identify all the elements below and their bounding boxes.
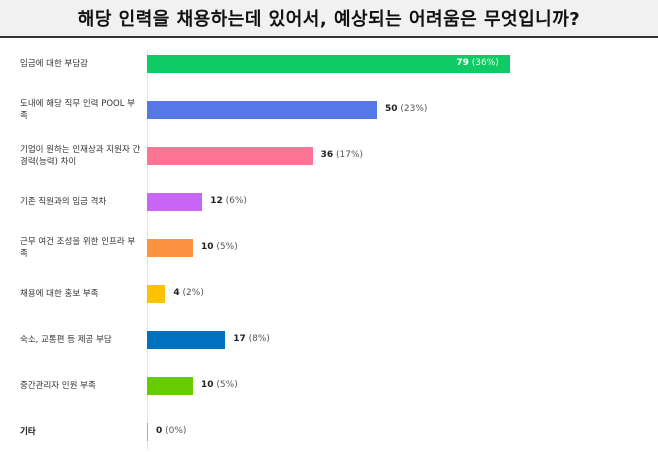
category-label: 채용에 대한 홍보 부족: [20, 289, 99, 299]
bar-row: 기타 0 (0%): [0, 412, 658, 452]
category-label: 임금에 대한 부담감: [20, 59, 88, 69]
value-label: 12 (6%): [210, 196, 247, 206]
category-label: 중간관리자 인원 부족: [20, 381, 96, 391]
value-count: 12: [210, 196, 223, 206]
value-count: 0: [156, 426, 163, 436]
category-label: 기존 직원과의 임금 격차: [20, 197, 107, 207]
value-label: 36 (17%): [321, 150, 363, 160]
chart-title: 해당 인력을 채용하는데 있어서, 예상되는 어려움은 무엇입니까?: [77, 9, 581, 30]
value-percent: (17%): [336, 150, 364, 160]
bar: [147, 147, 313, 165]
value-percent: (0%): [165, 426, 187, 436]
value-count: 4: [173, 288, 180, 298]
bar: [147, 55, 511, 73]
value-label: 50 (23%): [385, 104, 427, 114]
value-label: 0 (0%): [156, 426, 186, 436]
title-bar: 해당 인력을 채용하는데 있어서, 예상되는 어려움은 무엇입니까?: [0, 0, 658, 38]
bar: [147, 423, 148, 441]
category-label: 숙소, 교통편 등 제공 부담: [20, 335, 112, 345]
value-label: 10 (5%): [201, 380, 238, 390]
value-label: 4 (2%): [173, 288, 203, 298]
value-percent: (2%): [182, 288, 204, 298]
bar: [147, 193, 203, 211]
category-label: 기업이 원하는 인재상과 지원자 간 경력(능력) 차이: [20, 145, 141, 167]
value-label: 10 (5%): [201, 242, 238, 252]
value-count: 10: [201, 380, 214, 390]
value-count: 10: [201, 242, 214, 252]
value-percent: (5%): [216, 242, 238, 252]
category-label: 기타: [20, 427, 36, 437]
bar-row: 기업이 원하는 인재상과 지원자 간 경력(능력) 차이 36 (17%): [0, 136, 658, 176]
bar-row: 중간관리자 인원 부족 10 (5%): [0, 366, 658, 406]
value-percent: (6%): [225, 196, 247, 206]
bar: [147, 239, 193, 257]
bar: [147, 377, 193, 395]
bar-row: 도내에 해당 직무 인력 POOL 부족 50 (23%): [0, 90, 658, 130]
value-percent: (8%): [248, 334, 270, 344]
bar-row: 숙소, 교통편 등 제공 부담 17 (8%): [0, 320, 658, 360]
category-label: 도내에 해당 직무 인력 POOL 부족: [20, 99, 135, 121]
value-label: 79 (36%): [456, 58, 498, 68]
category-label: 근무 여건 조성을 위한 인프라 부족: [20, 237, 136, 259]
value-percent: (5%): [216, 380, 238, 390]
value-count: 36: [320, 150, 334, 160]
value-count: 50: [385, 104, 398, 114]
bar: [147, 285, 166, 303]
bar-row: 채용에 대한 홍보 부족 4 (2%): [0, 274, 658, 314]
bar-row: 근무 여건 조성을 위한 인프라 부족 10 (5%): [0, 228, 658, 268]
value-percent: (23%): [400, 104, 428, 114]
value-percent: (36%): [471, 58, 499, 68]
bar: [147, 101, 377, 119]
value-count: 79: [456, 58, 469, 68]
value-count: 17: [233, 334, 246, 344]
bar-row: 임금에 대한 부담감 79 (36%): [0, 44, 658, 84]
bar: [147, 331, 226, 349]
bar-row: 기존 직원과의 임금 격차 12 (6%): [0, 182, 658, 222]
value-label: 17 (8%): [233, 334, 270, 344]
